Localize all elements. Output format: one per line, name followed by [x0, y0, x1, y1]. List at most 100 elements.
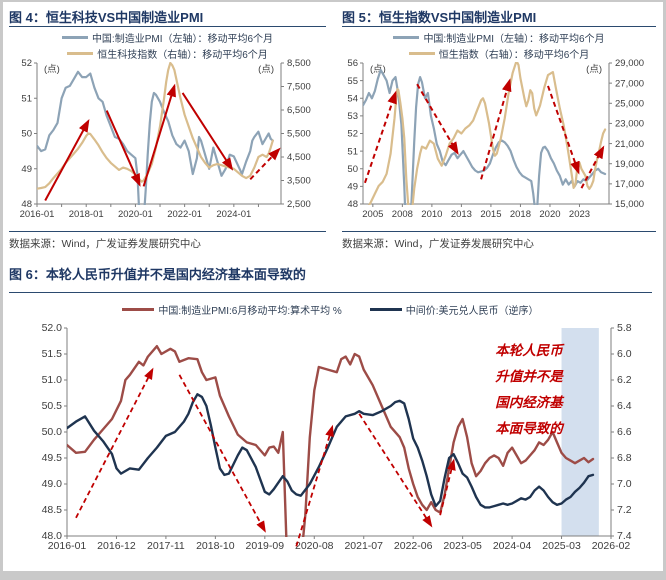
y-left-tick-label: 52 [347, 129, 358, 140]
y-right-tick-label: 29,000 [615, 58, 644, 69]
y-right-tick-label: 19,000 [615, 159, 644, 170]
x-tick-label: 2020-08 [295, 540, 334, 552]
y-right-tick-label: 7.4 [617, 530, 632, 542]
x-tick-label: 2024-04 [493, 540, 532, 552]
x-tick-label: 2015 [480, 209, 501, 220]
x-tick-label: 2024-01 [216, 209, 251, 220]
figure6-annotation: 本轮人民币 升值并不是 国内经济基 本面导致的 [463, 338, 595, 442]
figure6-legend: 中国:制造业PMI:6月移动平均:算术平均 % 中间价:美元兑人民币（逆序） [9, 302, 652, 317]
y-left-tick-label: 50 [21, 129, 32, 140]
right-axis-unit: (点) [258, 64, 274, 75]
x-tick-label: 2010 [421, 209, 442, 220]
y-right-tick-label: 5,500 [287, 129, 311, 140]
usdcny-line [67, 393, 595, 509]
y-right-tick-label: 21,000 [615, 139, 644, 150]
axes: 48 49 50 51 52 53 54 55 56 15,000 17,000 19,000 21,0… [347, 58, 644, 220]
x-tick-label: 2016-01 [48, 540, 87, 552]
usdcny-line-swatch [369, 308, 402, 311]
trend-arrow [75, 367, 154, 519]
y-right-tick-label: 25,000 [615, 98, 644, 109]
trend-arrow [178, 374, 266, 533]
legend-item-hstech: 恒生科技指数（右轴）：移动平均6个月 [67, 46, 268, 61]
annotation-line: 升值并不是 [495, 369, 563, 384]
figure4-chart: 48 49 50 51 52 2,500 3,500 4,500 5,500 6,500 7,500… [20, 58, 311, 220]
y-left-tick-label: 48 [347, 199, 358, 210]
y-right-tick-label: 3,500 [287, 176, 311, 187]
y-left-tick-label: 48.5 [42, 504, 63, 516]
y-right-tick-label: 7,500 [287, 82, 311, 93]
y-right-tick-label: 6,500 [287, 105, 311, 116]
y-right-tick-label: 5.8 [617, 322, 632, 334]
x-tick-label: 2023 [569, 209, 590, 220]
y-right-tick-label: 4,500 [287, 152, 311, 163]
pmi-line [363, 68, 607, 205]
pmi-ma6-line [67, 345, 595, 537]
legend-item-pmi: 中国:制造业PMI（左轴）：移动平均6个月 [393, 30, 605, 45]
x-tick-label: 2016-01 [20, 209, 55, 220]
figure5-title: 图 5：恒生指数VS中国制造业PMI [342, 10, 537, 25]
x-tick-label: 2026-02 [592, 540, 631, 552]
legend-item-hsi: 恒生指数（右轴）：移动平均6个月 [408, 46, 590, 61]
annotation-line: 本轮人民币 [495, 343, 563, 358]
legend-label: 中国:制造业PMI:6月移动平均:算术平均 % [158, 306, 342, 317]
y-left-tick-label: 48.0 [42, 530, 63, 542]
right-axis-unit: (点) [586, 64, 602, 75]
y-left-tick-label: 55 [347, 76, 358, 87]
figure6-chart: 48.0 48.5 49.0 49.5 50.0 50.5 51.0 51.5 52.0 5.8 6… [42, 322, 632, 552]
annotation-line: 国内经济基 [495, 395, 563, 410]
legend-item-usdcny: 中间价:美元兑人民币（逆序） [369, 302, 539, 317]
figure5-legend: 中国:制造业PMI（左轴）：移动平均6个月 恒生指数（右轴）：移动平均6个月 [342, 30, 656, 61]
trend-arrow [439, 458, 456, 516]
y-right-tick-label: 6.8 [617, 452, 632, 464]
figure5-title-rule [342, 26, 656, 28]
legend-label: 恒生科技指数（右轴）：移动平均6个月 [97, 50, 268, 61]
legend-item-pmi: 中国:制造业PMI（左轴）：移动平均6个月 [61, 30, 273, 45]
figure4-title-rule [9, 26, 326, 28]
y-right-tick-label: 15,000 [615, 199, 644, 210]
y-left-tick-label: 49 [21, 164, 32, 175]
figure4-legend: 中国:制造业PMI（左轴）：移动平均6个月 恒生科技指数（右轴）：移动平均6个月 [9, 30, 326, 61]
figure5-source: 数据来源：Wind，广发证券发展研究中心 [342, 238, 534, 250]
y-right-tick-label: 6.4 [617, 400, 632, 412]
y-left-tick-label: 50.5 [42, 400, 63, 412]
x-tick-label: 2013 [451, 209, 472, 220]
highlight-band [561, 328, 599, 536]
x-tick-label: 2018-01 [69, 209, 104, 220]
y-right-tick-label: 6.0 [617, 348, 632, 360]
x-tick-label: 2019-09 [246, 540, 285, 552]
pmi-line-swatch [61, 36, 88, 39]
y-right-tick-label: 8,500 [287, 58, 311, 69]
left-axis-unit: (点) [370, 64, 386, 75]
trend-arrow [358, 413, 433, 528]
figure4-source: 数据来源：Wind，广发证券发展研究中心 [9, 238, 201, 250]
hsi-line [367, 62, 607, 205]
x-tick-label: 2008 [392, 209, 413, 220]
y-left-tick-label: 54 [347, 93, 358, 104]
y-right-tick-label: 23,000 [615, 119, 644, 130]
y-right-tick-label: 27,000 [615, 78, 644, 89]
trend-arrow [44, 119, 90, 201]
y-right-tick-label: 7.0 [617, 478, 632, 490]
y-left-tick-label: 52.0 [42, 322, 63, 334]
legend-label: 恒生指数（右轴）：移动平均6个月 [438, 50, 590, 61]
x-tick-label: 2023-05 [443, 540, 482, 552]
x-tick-label: 2018 [510, 209, 531, 220]
y-left-tick-label: 53 [347, 111, 358, 122]
y-left-tick-label: 48 [21, 199, 32, 210]
trend-arrow [105, 110, 141, 187]
y-left-tick-label: 50 [347, 164, 358, 175]
axes: 48 49 50 51 52 2,500 3,500 4,500 5,500 6,500 7,500… [20, 58, 311, 220]
y-left-tick-label: 51 [21, 93, 32, 104]
axes: 48.0 48.5 49.0 49.5 50.0 50.5 51.0 51.5 52.0 5.8 6… [42, 322, 632, 552]
x-tick-label: 2020 [539, 209, 560, 220]
annotation-line: 本面导致的 [495, 421, 563, 436]
figure6-title-rule [9, 292, 652, 294]
y-left-tick-label: 51.0 [42, 374, 63, 386]
trend-arrow [249, 147, 281, 181]
trend-arrow [364, 90, 397, 184]
x-tick-label: 2025-03 [542, 540, 581, 552]
y-left-tick-label: 49 [347, 182, 358, 193]
trend-arrow [142, 83, 176, 187]
trend-arrow [547, 85, 580, 175]
trend-arrow [580, 145, 605, 189]
